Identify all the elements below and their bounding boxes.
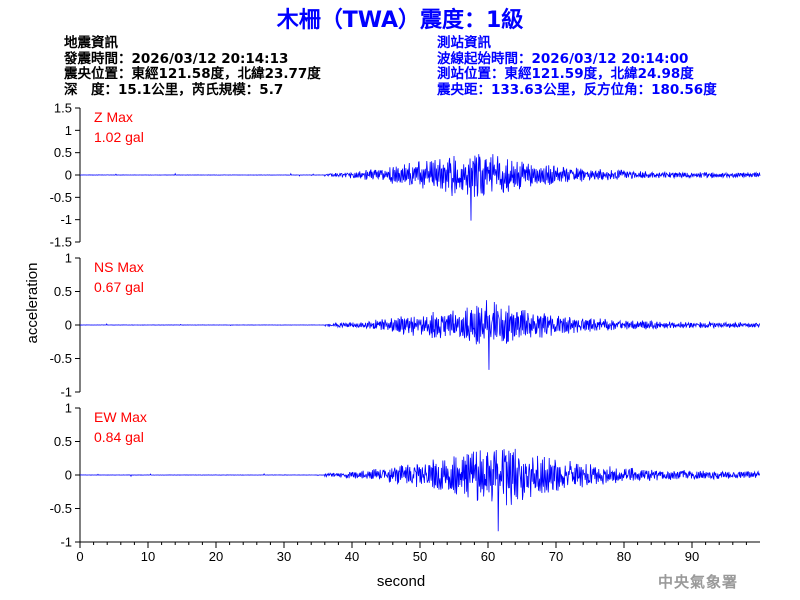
x-tick-label: 50	[413, 549, 427, 564]
y-tick-label: 0	[65, 318, 72, 333]
x-tick-label: 10	[141, 549, 155, 564]
y-tick-label: 0	[65, 468, 72, 483]
y-tick-label: -1	[60, 535, 72, 550]
y-tick-label: 1	[65, 401, 72, 416]
x-tick-label: 60	[481, 549, 495, 564]
quake-info-block: 地震資訊 發震時間：2026/03/12 20:14:13 震央位置：東經121…	[64, 35, 321, 98]
component-max-title: EW Max	[94, 409, 147, 425]
y-tick-label: 1	[65, 123, 72, 138]
x-tick-label: 90	[685, 549, 699, 564]
component-max-value: 1.02 gal	[94, 129, 144, 145]
y-tick-label: -0.5	[50, 351, 72, 366]
chart-title: 木柵（TWA）震度：1級	[276, 8, 524, 33]
quake-info-heading: 地震資訊	[64, 35, 118, 51]
quake-location: 震央位置：東經121.58度，北緯23.77度	[64, 66, 321, 82]
x-tick-label: 30	[277, 549, 291, 564]
component-max-value: 0.84 gal	[94, 429, 144, 445]
y-tick-label: 0.5	[54, 284, 72, 299]
wave-start-time: 波線起始時間：2026/03/12 20:14:00	[437, 50, 689, 67]
y-axis-title: acceleration	[24, 263, 41, 344]
waveform-line	[79, 300, 761, 370]
component-max-title: NS Max	[94, 259, 144, 275]
y-tick-label: 0	[65, 168, 72, 183]
station-info-heading: 測站資訊	[437, 35, 491, 51]
component-max-title: Z Max	[94, 109, 133, 125]
component-max-value: 0.67 gal	[94, 279, 144, 295]
waveform-line	[79, 154, 761, 221]
x-tick-label: 0	[76, 549, 83, 564]
x-tick-label: 40	[345, 549, 359, 564]
agency-watermark: 中央氣象署	[658, 573, 739, 591]
x-tick-label: 70	[549, 549, 563, 564]
y-tick-label: 0.5	[54, 434, 72, 449]
epicentral-distance: 震央距：133.63公里，反方位角：180.56度	[437, 81, 717, 98]
y-tick-label: -0.5	[50, 190, 72, 205]
y-tick-label: 1	[65, 251, 72, 266]
x-tick-label: 20	[209, 549, 223, 564]
y-tick-label: 0.5	[54, 145, 72, 160]
quake-depth-magnitude: 深 度：15.1公里，芮氏規模：5.7	[64, 81, 284, 98]
x-tick-label: 80	[617, 549, 631, 564]
x-axis-title: second	[377, 573, 425, 590]
y-tick-label: -1	[60, 212, 72, 227]
waveform-line	[79, 448, 761, 532]
y-tick-label: 1.5	[54, 101, 72, 116]
station-location: 測站位置：東經121.59度，北緯24.98度	[437, 66, 694, 82]
y-tick-label: -1	[60, 385, 72, 400]
station-info-block: 測站資訊 波線起始時間：2026/03/12 20:14:00 測站位置：東經1…	[437, 35, 717, 98]
y-tick-label: -1.5	[50, 235, 72, 250]
y-tick-label: -0.5	[50, 501, 72, 516]
quake-time: 發震時間：2026/03/12 20:14:13	[64, 50, 289, 67]
